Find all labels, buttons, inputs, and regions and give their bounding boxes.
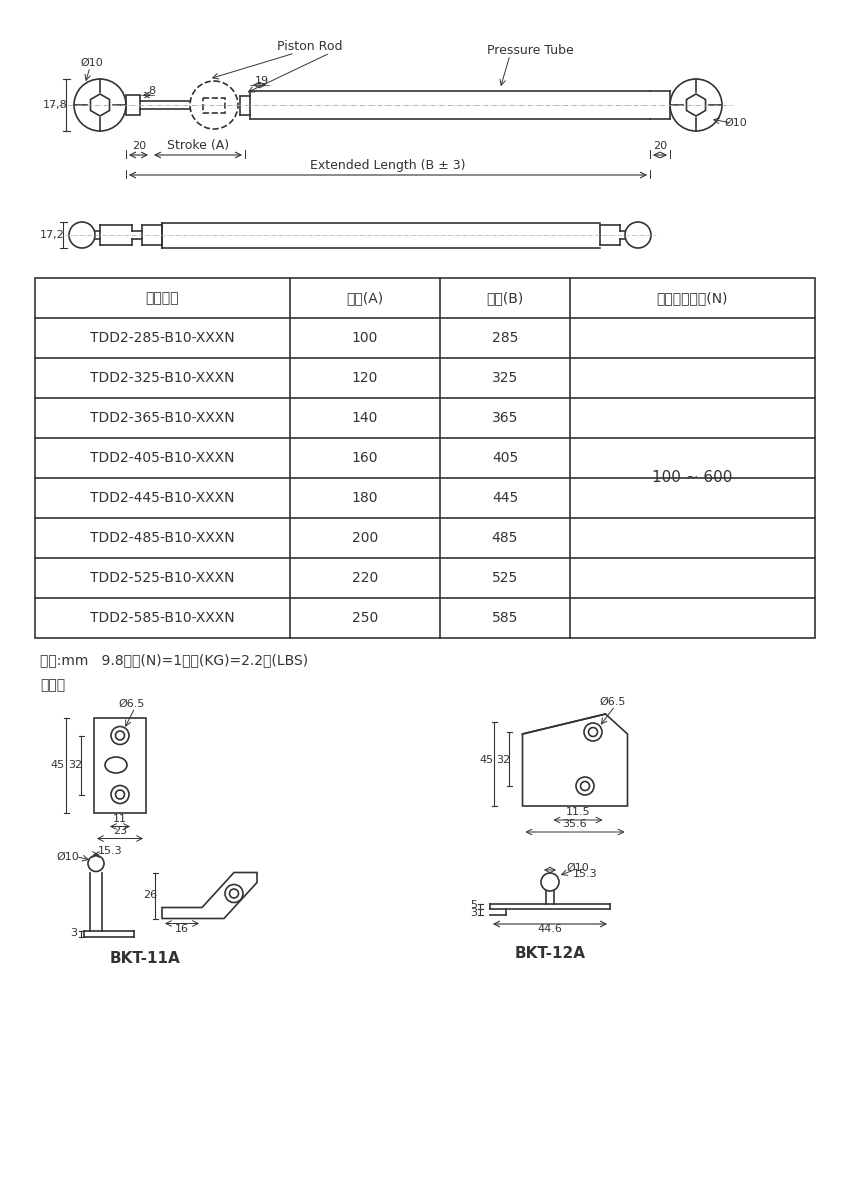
Text: 250: 250: [352, 611, 378, 625]
Text: 285: 285: [492, 331, 518, 345]
Text: 26: 26: [143, 891, 157, 900]
Text: Ø10: Ø10: [81, 58, 104, 68]
Text: 11.5: 11.5: [566, 806, 590, 817]
Text: 產品型號: 產品型號: [145, 291, 179, 305]
Text: 15.3: 15.3: [573, 869, 598, 879]
Text: 485: 485: [492, 531, 518, 546]
Text: TDD2-405-B10-XXXN: TDD2-405-B10-XXXN: [90, 451, 235, 465]
Text: 19: 19: [255, 76, 269, 87]
Text: 總長(B): 總長(B): [486, 291, 524, 305]
Text: 45: 45: [479, 755, 494, 765]
Text: 17,8: 17,8: [42, 100, 67, 110]
Text: 3: 3: [471, 908, 478, 918]
Text: 100 ~ 600: 100 ~ 600: [652, 471, 733, 485]
Text: 45: 45: [51, 760, 65, 770]
Text: Ø6.5: Ø6.5: [119, 699, 145, 708]
Text: TDD2-365-B10-XXXN: TDD2-365-B10-XXXN: [90, 412, 235, 425]
Text: TDD2-525-B10-XXXN: TDD2-525-B10-XXXN: [90, 570, 235, 585]
Text: 單位:mm   9.8牛颏(N)=1公斤(KG)=2.2磅(LBS): 單位:mm 9.8牛颏(N)=1公斤(KG)=2.2磅(LBS): [40, 653, 308, 667]
Text: TDD2-485-B10-XXXN: TDD2-485-B10-XXXN: [90, 531, 235, 546]
Bar: [203, 97, 225, 113]
Text: 35.6: 35.6: [563, 820, 587, 829]
Text: 325: 325: [492, 371, 518, 385]
Text: 壓力承製範圍(N): 壓力承製範圍(N): [657, 291, 728, 305]
Text: Ø10: Ø10: [57, 852, 79, 861]
Text: Stroke (A): Stroke (A): [167, 140, 229, 153]
Text: 200: 200: [352, 531, 378, 546]
Text: 365: 365: [492, 412, 518, 425]
Text: 220: 220: [352, 570, 378, 585]
Text: 44.6: 44.6: [537, 924, 563, 935]
Text: 32: 32: [68, 760, 82, 770]
Text: 180: 180: [352, 491, 378, 505]
Bar: [94, 718, 146, 812]
Text: 160: 160: [352, 451, 378, 465]
Text: 15.3: 15.3: [98, 846, 122, 855]
Text: 585: 585: [492, 611, 518, 625]
Text: Piston Rod: Piston Rod: [277, 40, 343, 53]
Text: 5: 5: [471, 900, 478, 910]
Bar: [126, 95, 140, 115]
Text: Ø10: Ø10: [724, 117, 747, 128]
Text: 100: 100: [352, 331, 378, 345]
Text: TDD2-585-B10-XXXN: TDD2-585-B10-XXXN: [90, 611, 235, 625]
Text: 20: 20: [653, 141, 667, 151]
Text: TDD2-285-B10-XXXN: TDD2-285-B10-XXXN: [90, 331, 235, 345]
Text: Ø10: Ø10: [567, 863, 589, 873]
Text: 16: 16: [175, 924, 189, 933]
Text: BKT-11A: BKT-11A: [110, 951, 180, 967]
Text: 525: 525: [492, 570, 518, 585]
Bar: [35, 278, 815, 638]
Text: 445: 445: [492, 491, 518, 505]
Text: 120: 120: [352, 371, 378, 385]
Text: Pressure Tube: Pressure Tube: [486, 44, 574, 57]
Text: 32: 32: [496, 755, 511, 765]
Text: 選配件: 選配件: [40, 678, 65, 691]
Text: Ø6.5: Ø6.5: [600, 697, 626, 707]
Text: 405: 405: [492, 451, 518, 465]
Text: BKT-12A: BKT-12A: [514, 946, 586, 962]
Text: Extended Length (B ± 3): Extended Length (B ± 3): [310, 159, 466, 172]
Text: 3: 3: [71, 929, 77, 938]
Text: 行程(A): 行程(A): [347, 291, 383, 305]
Text: 8: 8: [149, 87, 156, 96]
Text: 11: 11: [113, 814, 127, 823]
Text: TDD2-325-B10-XXXN: TDD2-325-B10-XXXN: [90, 371, 235, 385]
Text: 20: 20: [132, 141, 146, 151]
Text: TDD2-445-B10-XXXN: TDD2-445-B10-XXXN: [90, 491, 235, 505]
Text: 140: 140: [352, 412, 378, 425]
Text: 17,2: 17,2: [40, 230, 65, 240]
Text: 23: 23: [113, 825, 127, 835]
